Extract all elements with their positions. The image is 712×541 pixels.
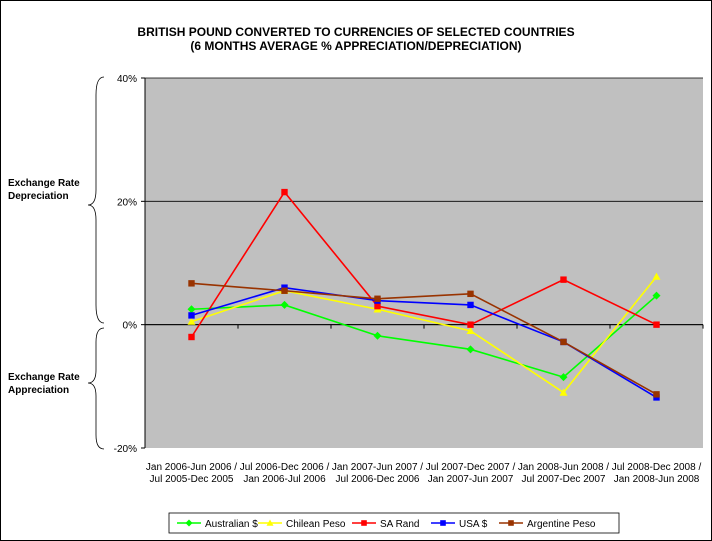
- data-point: [466, 345, 475, 354]
- series-argentine-peso: [188, 280, 660, 398]
- x-tick-label: Jan 2006-Jun 2006 /: [146, 462, 237, 473]
- y-tick-label: 0%: [123, 321, 138, 332]
- x-tick-label: Jul 2006-Dec 2006: [336, 474, 420, 485]
- data-point: [361, 520, 367, 526]
- plot-area: [145, 78, 703, 448]
- depreciation-label-line-1: Exchange Rate: [8, 178, 80, 189]
- data-point: [559, 388, 568, 396]
- data-point: [374, 295, 381, 302]
- data-point: [560, 338, 567, 346]
- y-tick-labels: 40% 20% 0% -20%: [114, 74, 137, 455]
- data-point: [652, 291, 661, 300]
- data-point: [188, 312, 195, 319]
- legend: Australian $ Chilean Peso SA Rand USA $ Arge…: [177, 519, 596, 530]
- appreciation-label-line-1: Exchange Rate: [8, 372, 80, 383]
- data-point: [508, 520, 514, 526]
- series-line: [191, 282, 657, 396]
- series-line: [191, 295, 658, 378]
- legend-box: [168, 512, 620, 534]
- series-australian: [187, 291, 661, 382]
- appreciation-brace: [87, 327, 105, 450]
- data-point: [280, 300, 289, 309]
- x-tick-label: Jan 2007-Jun 2007 /: [332, 462, 423, 473]
- x-tick-label: Jul 2007-Dec 2007 /: [426, 462, 516, 473]
- x-tick-label: Jan 2008-Jun 2008: [614, 474, 700, 485]
- series-line: [191, 276, 658, 394]
- legend-label: USA $: [459, 519, 488, 530]
- x-tick-label: Jan 2006-Jul 2006: [243, 474, 326, 485]
- chart-title-line-2: (6 MONTHS AVERAGE % APPRECIATION/DEPRECI…: [190, 39, 521, 53]
- data-point: [653, 321, 660, 328]
- data-point: [188, 333, 195, 341]
- data-point: [187, 317, 196, 325]
- data-point: [281, 287, 288, 294]
- data-point: [188, 280, 195, 287]
- data-point: [440, 520, 446, 526]
- data-point: [559, 373, 568, 382]
- data-point: [266, 519, 274, 526]
- series-sa-rand: [188, 188, 660, 341]
- x-tick-label: Jan 2008-Jun 2008 /: [518, 462, 609, 473]
- data-point: [373, 331, 382, 340]
- x-tick-label: Jan 2007-Jun 2007: [428, 474, 514, 485]
- x-tick-label: Jul 2006-Dec 2006 /: [240, 462, 330, 473]
- side-braces: [87, 76, 105, 450]
- legend-label: Chilean Peso: [286, 519, 346, 530]
- x-tick-labels: Jan 2006-Jun 2006 /Jul 2005-Dec 2005 Jul …: [146, 462, 702, 485]
- depreciation-brace: [87, 76, 105, 324]
- chart-title-line-1: BRITISH POUND CONVERTED TO CURRENCIES OF…: [137, 25, 574, 39]
- y-tick-label: -20%: [114, 444, 137, 455]
- data-point: [467, 301, 474, 309]
- series-line: [190, 190, 657, 338]
- legend-label: Australian $: [205, 519, 258, 530]
- x-tick-label: Jul 2005-Dec 2005: [150, 474, 234, 485]
- data-point: [467, 321, 474, 328]
- axes: [141, 77, 704, 449]
- data-point: [560, 276, 567, 283]
- data-point: [187, 305, 196, 314]
- depreciation-label-line-2: Depreciation: [8, 191, 69, 202]
- x-tick-label: Jul 2007-Dec 2007: [522, 474, 606, 485]
- y-tick-label: 40%: [117, 74, 137, 85]
- data-point: [466, 326, 475, 335]
- data-point: [653, 391, 660, 398]
- data-point: [374, 302, 381, 310]
- series-group: [187, 188, 661, 401]
- legend-label: SA Rand: [380, 519, 419, 530]
- y-tick-label: 20%: [117, 197, 137, 208]
- appreciation-label-line-2: Appreciation: [8, 385, 69, 396]
- x-tick-label: Jul 2008-Dec 2008 /: [612, 462, 702, 473]
- data-point: [281, 188, 288, 196]
- data-point: [467, 290, 474, 298]
- data-point: [185, 519, 193, 527]
- legend-label: Argentine Peso: [527, 519, 596, 530]
- data-point: [652, 272, 661, 280]
